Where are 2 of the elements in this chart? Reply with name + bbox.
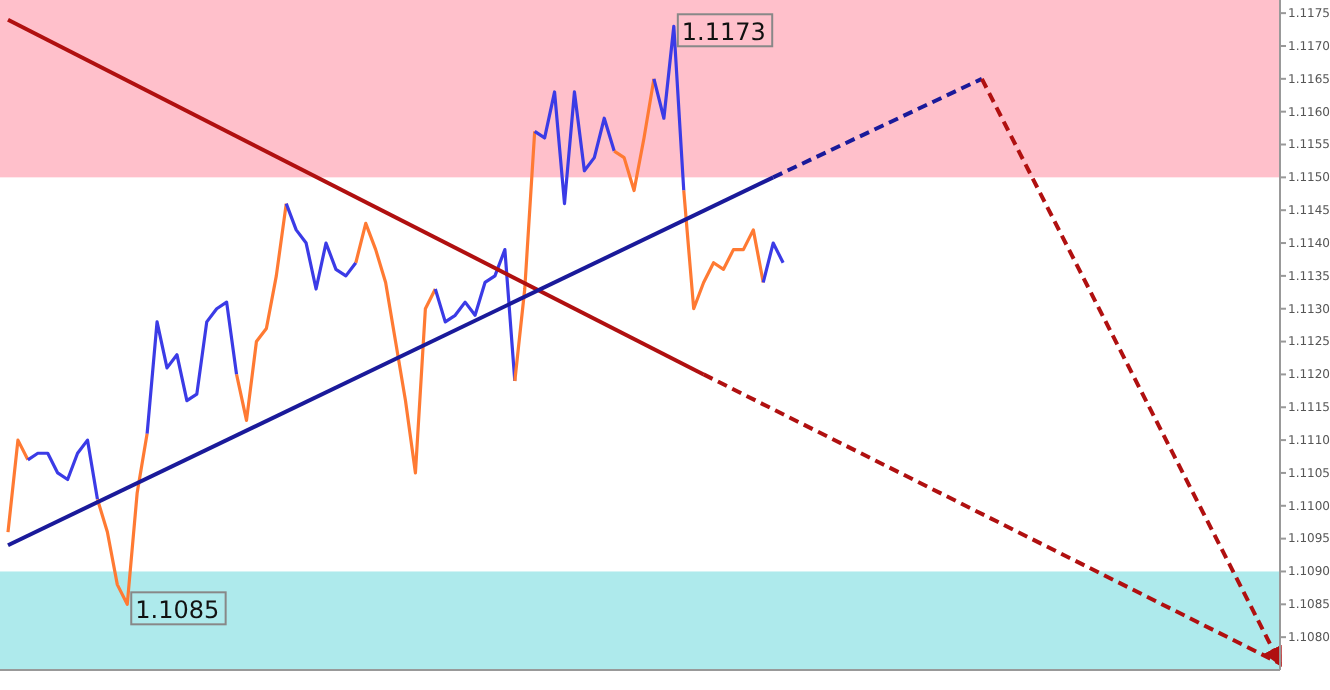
data-label: 1.1173 <box>681 18 766 47</box>
data-label: 1.1085 <box>135 596 220 625</box>
